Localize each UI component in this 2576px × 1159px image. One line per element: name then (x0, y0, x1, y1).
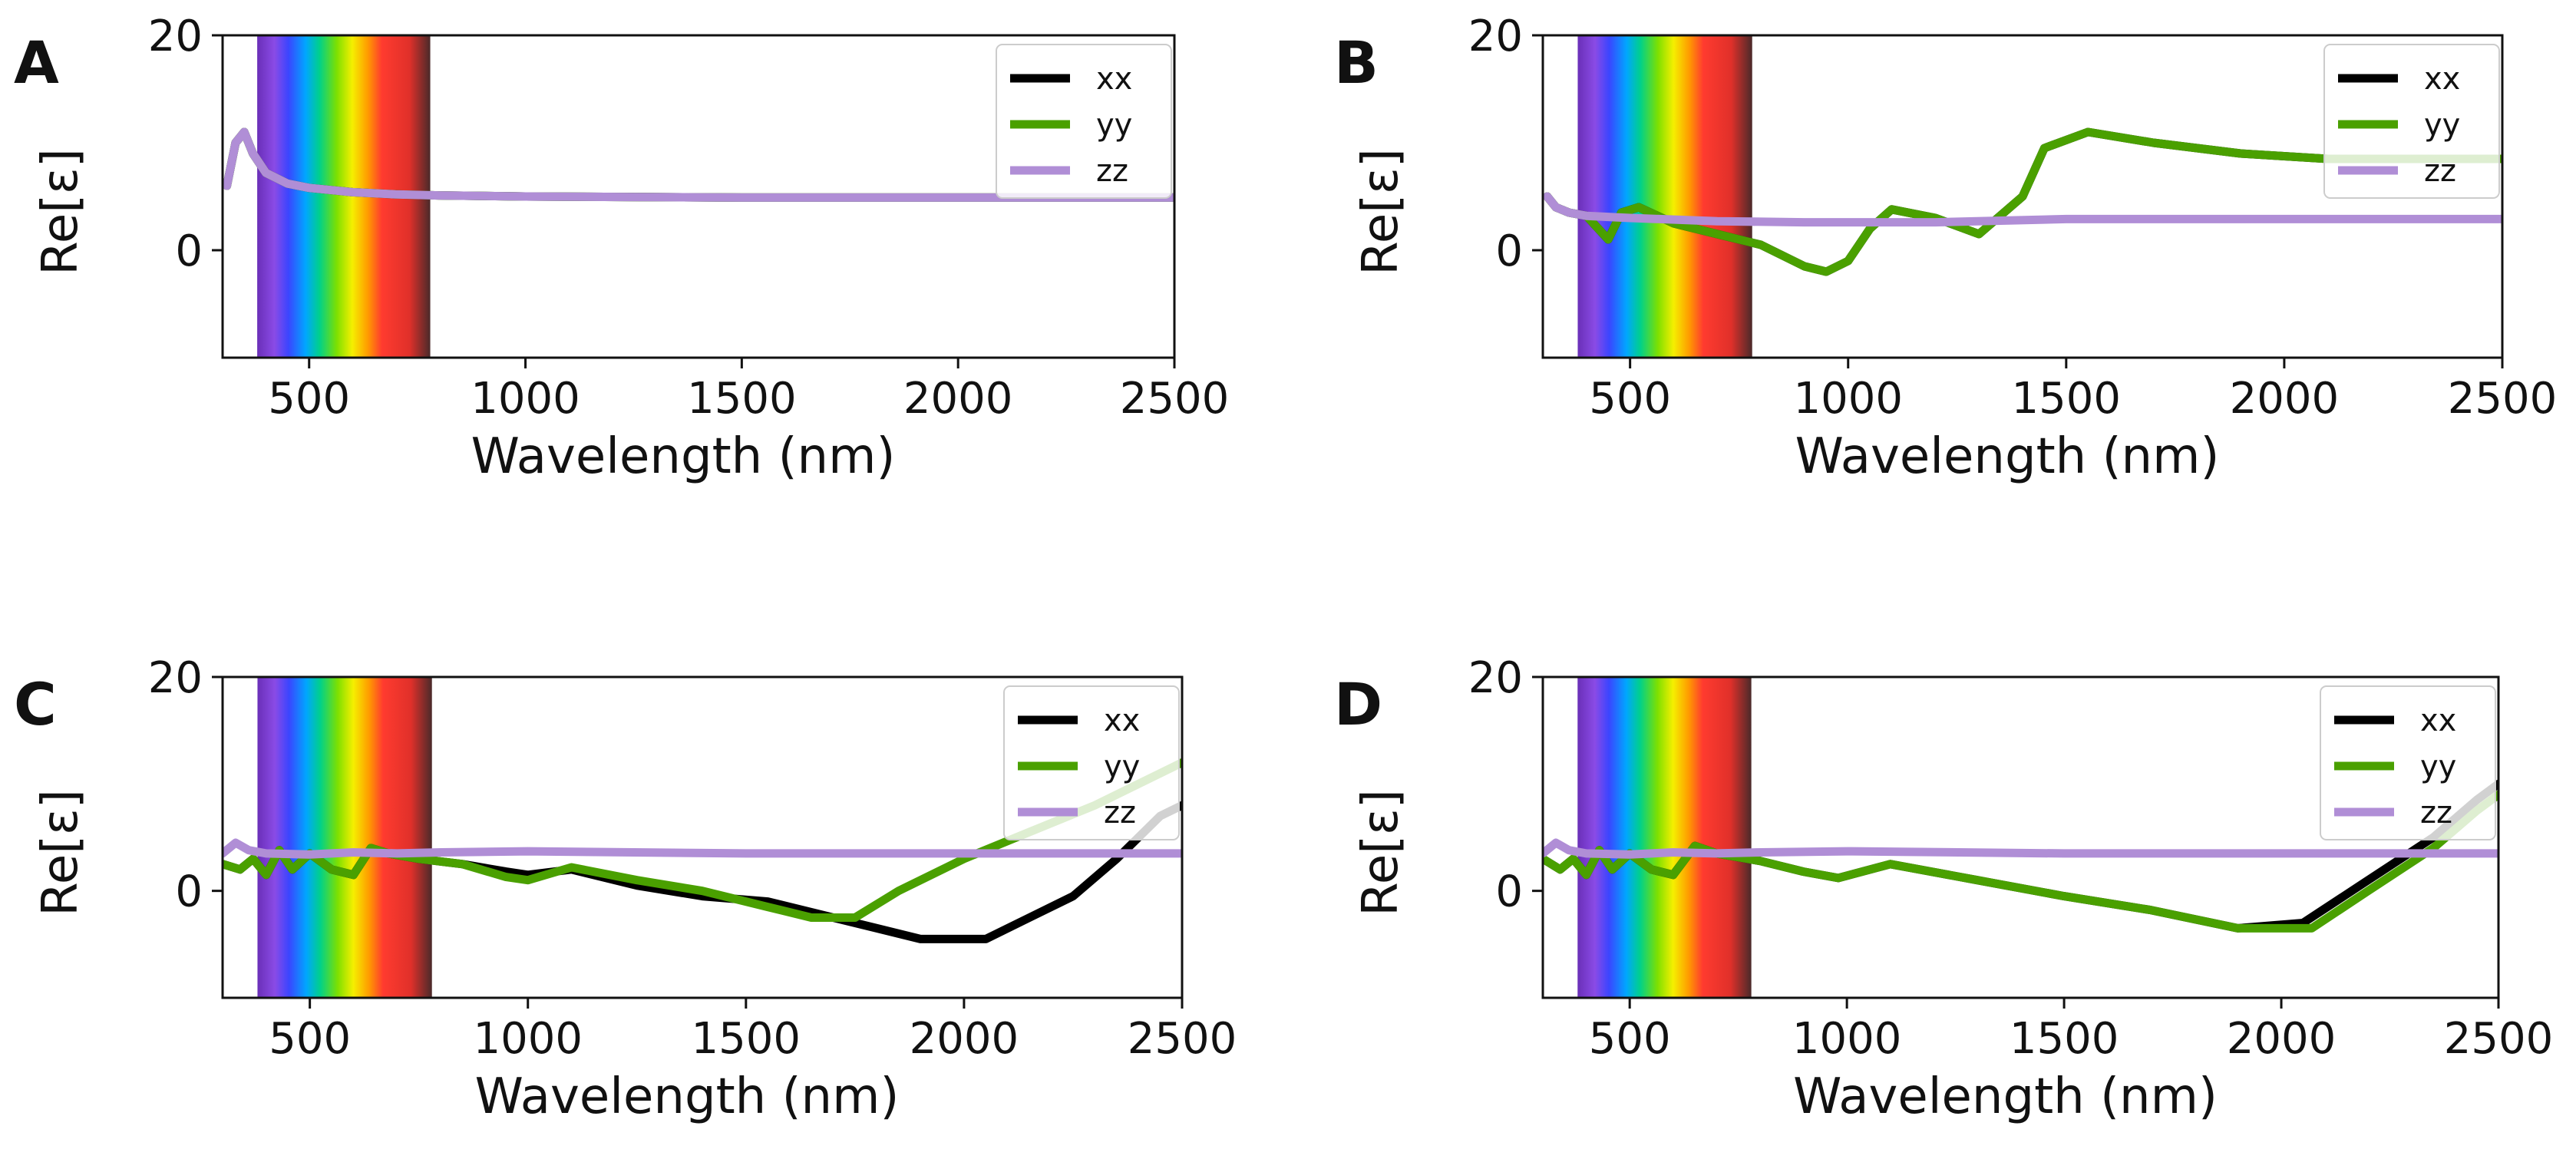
y-axis-label: Re[ε] (1352, 789, 1409, 916)
legend-entry-yy: yy (2420, 749, 2456, 784)
axes-frame (221, 675, 1184, 999)
x-axis-label: Wavelength (nm) (471, 428, 896, 485)
y-tick-label: 0 (1495, 226, 1523, 276)
legend: xx yy zz (2323, 44, 2500, 199)
series-line-zz (1543, 838, 2498, 859)
x-axis-label: Wavelength (nm) (475, 1068, 900, 1125)
y-axis-label: Re[ε] (32, 148, 89, 276)
panel-label: B (1334, 28, 1379, 97)
legend-entry-yy: yy (1096, 107, 1132, 143)
legend-entry-yy: yy (1104, 749, 1140, 784)
x-tick-label: 2000 (2230, 374, 2340, 424)
x-tick-label: 1500 (2012, 374, 2122, 424)
y-tick-label: 0 (175, 867, 203, 917)
panel-c: 500 1000 1500 2000 2500 0 20 Wavelength (nm) Re[… (14, 653, 1237, 1125)
legend-box (1003, 685, 1180, 840)
legend: xx yy zz (1003, 685, 1180, 840)
legend-box (996, 44, 1172, 199)
x-tick-label: 1500 (687, 374, 797, 424)
visible-spectrum-band (1577, 35, 1752, 358)
panel-d: 500 1000 1500 2000 2500 0 20 Wavelength (nm) Re[… (1334, 653, 2553, 1125)
x-tick-label: 2000 (910, 1014, 1019, 1064)
legend-entry-zz: zz (2420, 795, 2452, 830)
x-tick-label: 2000 (2227, 1014, 2337, 1064)
legend: xx yy zz (2320, 685, 2496, 840)
x-tick-label: 500 (268, 374, 350, 424)
x-tick-label: 500 (269, 1014, 351, 1064)
x-axis-label: Wavelength (nm) (1793, 1068, 2218, 1125)
panel-label: C (14, 670, 57, 738)
axes-frame (1541, 34, 2504, 359)
panel-a: 500 1000 1500 2000 2500 0 20 Wavelength (nm) Re[… (14, 12, 1229, 485)
x-tick-label: 500 (1589, 1014, 1671, 1064)
series-line-zz (223, 127, 1174, 202)
x-tick-label: 1000 (471, 374, 580, 424)
y-tick-label: 20 (1468, 12, 1523, 61)
legend-entry-zz: zz (2424, 154, 2456, 189)
legend-entry-xx: xx (1096, 61, 1132, 97)
y-axis-label: Re[ε] (32, 789, 89, 916)
legend-box (2323, 44, 2500, 199)
visible-spectrum-band (1577, 677, 1752, 998)
axes-frame (1541, 675, 2500, 999)
x-tick-label: 2000 (903, 374, 1013, 424)
x-axis-label: Wavelength (nm) (1795, 428, 2220, 485)
x-tick-label: 2500 (2444, 1014, 2554, 1064)
x-tick-label: 2500 (1128, 1014, 1237, 1064)
visible-spectrum-band (257, 677, 432, 998)
y-tick-label: 0 (175, 226, 203, 276)
axes-frame (221, 34, 1176, 359)
legend-entry-yy: yy (2424, 107, 2460, 143)
y-tick-label: 20 (148, 653, 203, 703)
panel-b: 500 1000 1500 2000 2500 0 20 Wavelength (nm) Re[… (1334, 12, 2557, 485)
series-line-zz (1543, 192, 2502, 227)
legend: xx yy zz (996, 44, 1172, 199)
x-tick-label: 1500 (692, 1014, 801, 1064)
y-tick-label: 0 (1495, 867, 1523, 917)
panel-label: A (14, 28, 59, 97)
x-tick-label: 2500 (2448, 374, 2558, 424)
legend-entry-xx: xx (2420, 703, 2456, 738)
x-tick-label: 1500 (2010, 1014, 2119, 1064)
x-tick-label: 2500 (1120, 374, 1230, 424)
panel-label: D (1334, 670, 1382, 738)
x-tick-label: 1000 (1793, 374, 1903, 424)
y-tick-label: 20 (148, 12, 203, 61)
legend-entry-xx: xx (1104, 703, 1140, 738)
x-tick-label: 1000 (473, 1014, 583, 1064)
x-tick-label: 500 (1589, 374, 1671, 424)
y-tick-label: 20 (1468, 653, 1523, 703)
y-axis-label: Re[ε] (1352, 148, 1409, 276)
legend-entry-xx: xx (2424, 61, 2460, 97)
series-line-yy (1543, 127, 2502, 276)
x-tick-label: 1000 (1792, 1014, 1902, 1064)
legend-entry-zz: zz (1096, 154, 1128, 189)
series-line-zz (223, 838, 1182, 859)
legend-entry-zz: zz (1104, 795, 1136, 830)
legend-box (2320, 685, 2496, 840)
